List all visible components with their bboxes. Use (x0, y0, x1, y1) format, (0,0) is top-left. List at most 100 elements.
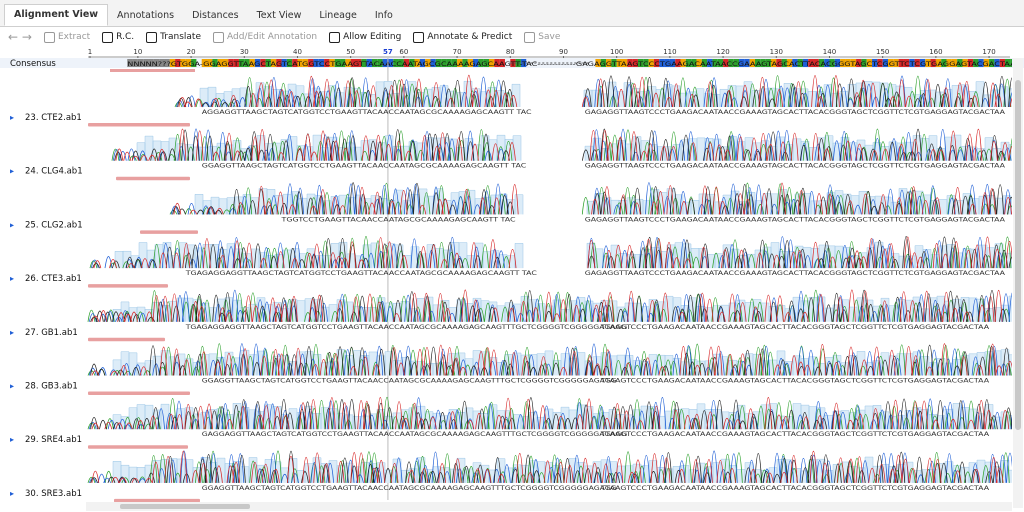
row-name[interactable]: 30. SRE3.ab1 (25, 489, 82, 499)
consensus-base (473, 59, 479, 67)
consensus-base (451, 59, 458, 67)
consensus-base (999, 59, 1006, 67)
ruler-label: 80 (506, 48, 515, 56)
consensus-base (941, 59, 947, 67)
consensus-base (707, 59, 713, 67)
v-thumb[interactable] (1015, 80, 1021, 430)
tab[interactable]: Info (374, 10, 393, 21)
consensus-base (632, 59, 638, 67)
row-name[interactable]: 27. GB1.ab1 (25, 328, 78, 338)
row-icon: ▸ (10, 167, 14, 176)
consensus-base (244, 59, 250, 67)
consensus-base (228, 59, 234, 67)
tab[interactable]: Distances (192, 10, 239, 21)
ruler-label: 160 (929, 48, 942, 56)
ruler-label: 10 (133, 48, 142, 56)
consensus-base (739, 59, 745, 67)
sequence-a: GGAGGTTAAGCTAGTCATGGTCCTGAAGTTACAACCAATA… (202, 163, 527, 170)
trace (91, 450, 1004, 484)
consensus-base (983, 59, 990, 67)
consensus-base (324, 59, 330, 67)
consensus-base (616, 59, 622, 67)
trace (90, 344, 1011, 376)
trace (115, 128, 1012, 161)
row-icon: ▸ (10, 113, 14, 122)
tool-button[interactable]: R.C. (102, 31, 134, 43)
tool-icon (146, 31, 158, 43)
consensus-base (792, 59, 798, 67)
tool-button[interactable]: Extract (43, 31, 90, 43)
tool-button[interactable]: Translate (146, 31, 201, 43)
tool-button[interactable]: Save (524, 31, 560, 43)
sequence-row: GAGGAGGTTAAGCTAGTCATGGTCCTGAAGTTACAACCAA… (87, 396, 1012, 449)
tool-button[interactable]: Add/Edit Annotation (213, 31, 317, 43)
consensus-base (153, 59, 160, 67)
consensus-base (387, 59, 394, 67)
ruler-label: 130 (770, 48, 783, 56)
consensus-base (201, 59, 208, 67)
tab[interactable]: Text View (256, 10, 302, 21)
tool-button[interactable]: Allow Editing (329, 31, 401, 43)
consensus-base (159, 59, 165, 67)
tab[interactable]: Alignment View (4, 4, 109, 26)
trace (173, 182, 1012, 215)
consensus-base (755, 59, 761, 67)
sequence-b: TTAAGTCCCTGAAGACAATAACCGAAAGTAGCACTTACAC… (599, 378, 990, 385)
nav-arrows[interactable]: ← → (8, 30, 32, 44)
consensus-base (212, 59, 218, 67)
consensus-base (622, 59, 628, 67)
row-name[interactable]: 24. CLG4.ab1 (25, 167, 83, 177)
consensus-base (265, 59, 271, 67)
sequence-b: TTAAGTCCCTGAAGACAATAACCGAAAGTAGCACTTACAC… (599, 485, 990, 492)
tool-icon (329, 31, 341, 43)
consensus-base (643, 59, 649, 67)
consensus-base (951, 59, 958, 67)
consensus-base (403, 59, 410, 67)
row-name[interactable]: 23. CTE2.ab1 (25, 113, 82, 123)
h-scrollbar[interactable] (86, 502, 1012, 511)
tab[interactable]: Lineage (319, 10, 357, 21)
consensus-base (249, 59, 255, 67)
consensus-base (356, 59, 362, 67)
row-name[interactable]: 26. CTE3.ab1 (25, 274, 82, 284)
trace (91, 343, 1012, 376)
sequence-row: GGAGGTTAAGCTAGTCATGGTCCTGAAGTTACAACCAATA… (87, 343, 1012, 395)
tool-label: Translate (160, 32, 201, 42)
trace (93, 236, 1012, 269)
consensus-bases (127, 59, 1012, 67)
ruler-label: 60 (399, 48, 408, 56)
tool-button[interactable]: Annotate & Predict (413, 31, 512, 43)
tab[interactable]: Annotations (117, 10, 175, 21)
consensus-base (191, 59, 197, 67)
sequence-b: TTAAGTCCCTGAAGACAATAACCGAAAGTAGCACTTACAC… (599, 431, 990, 438)
consensus-base (361, 59, 367, 67)
sequence-row: GGAGGTTAAGCTAGTCATGGTCCTGAAGTTACAACCAATA… (87, 450, 1012, 503)
consensus-base (723, 59, 729, 67)
consensus-base (728, 59, 734, 67)
consensus-base (829, 59, 835, 67)
ruler-label: 50 (346, 48, 355, 56)
consensus-base (994, 59, 1000, 67)
row-name[interactable]: 28. GB3.ab1 (25, 382, 78, 392)
consensus-base (669, 59, 676, 67)
consensus-base (270, 59, 277, 67)
consensus-base (175, 59, 181, 67)
consensus-base (712, 59, 718, 67)
consensus-base (164, 59, 170, 67)
tool-icon (524, 31, 536, 43)
sequence-b: GAGAGGTTAAGTCCCTGAAGACAATAACCGAAAGTAGCAC… (585, 109, 1006, 116)
trace (90, 397, 1012, 430)
consensus-base (898, 59, 904, 67)
row-name[interactable]: 25. CLG2.ab1 (25, 220, 83, 230)
consensus-base (281, 59, 287, 67)
consensus-base (377, 59, 383, 67)
row-name[interactable]: 29. SRE4.ab1 (25, 435, 82, 445)
consensus-base (776, 59, 782, 67)
consensus-base (515, 59, 521, 67)
sequence-a: TGAGAGGAGGTTAAGCTAGTCATGGTCCTGAAGTTACAAC… (184, 270, 536, 277)
h-thumb[interactable] (120, 504, 250, 509)
consensus-base (903, 59, 910, 67)
consensus-base (435, 59, 442, 67)
ruler-label: 70 (453, 48, 462, 56)
